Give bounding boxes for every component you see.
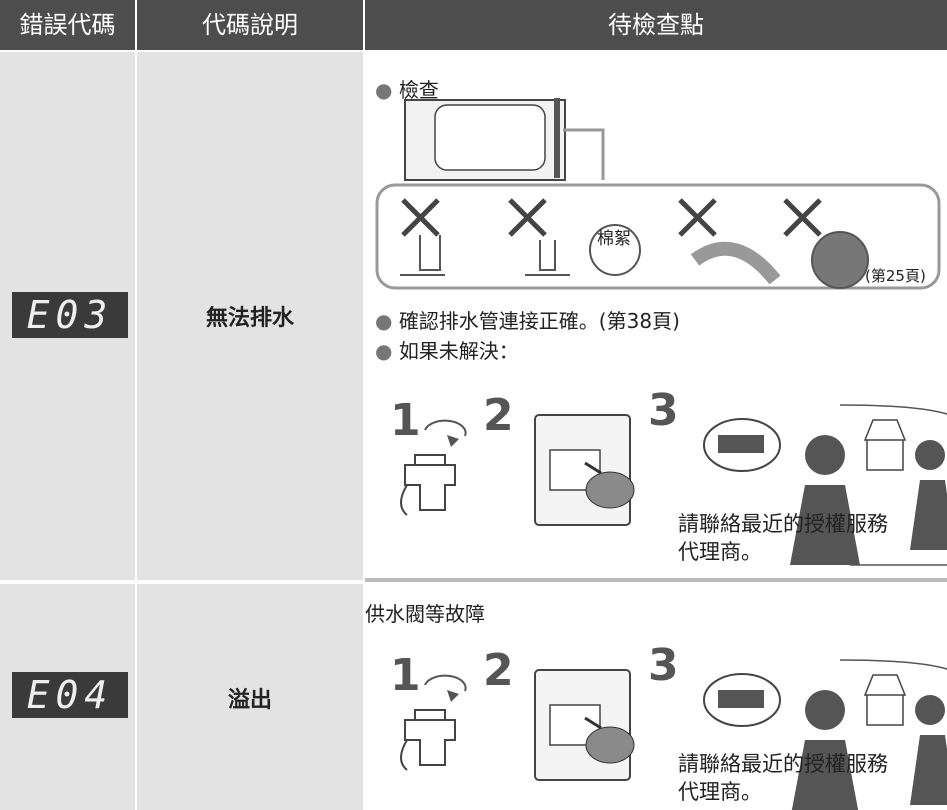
description: 溢出 [227, 688, 272, 713]
illustrations [375, 98, 947, 810]
cell [137, 52, 363, 580]
step-number: 3 [648, 640, 679, 691]
error-code: E03 [12, 292, 128, 338]
confirm-text: 確認排水管連接正確。(第38頁) [375, 305, 680, 334]
unresolved-text: 如果未解決： [375, 335, 519, 364]
header-cell: 代碼說明 [137, 0, 363, 50]
page-ref: (第25頁) [865, 267, 926, 285]
fault-text: 供水閥等故障 [365, 602, 485, 626]
contact-text: 請聯絡最近的授權服務代理商。 [678, 752, 888, 804]
step-number: 1 [390, 395, 421, 446]
lint-label: 棉絮 [597, 229, 631, 249]
error-code: E04 [12, 672, 128, 718]
header-cell: 錯誤代碼 [0, 0, 135, 50]
row-divider [365, 578, 947, 582]
check-text: 檢查 [375, 74, 439, 103]
description: 無法排水 [205, 306, 294, 331]
step-number: 1 [390, 650, 421, 701]
step-number: 2 [483, 390, 514, 441]
step-number: 2 [483, 645, 514, 696]
header-cell: 待檢查點 [365, 0, 947, 50]
step-number: 3 [648, 385, 679, 436]
contact-text: 請聯絡最近的授權服務代理商。 [678, 512, 888, 564]
cell [137, 584, 363, 810]
